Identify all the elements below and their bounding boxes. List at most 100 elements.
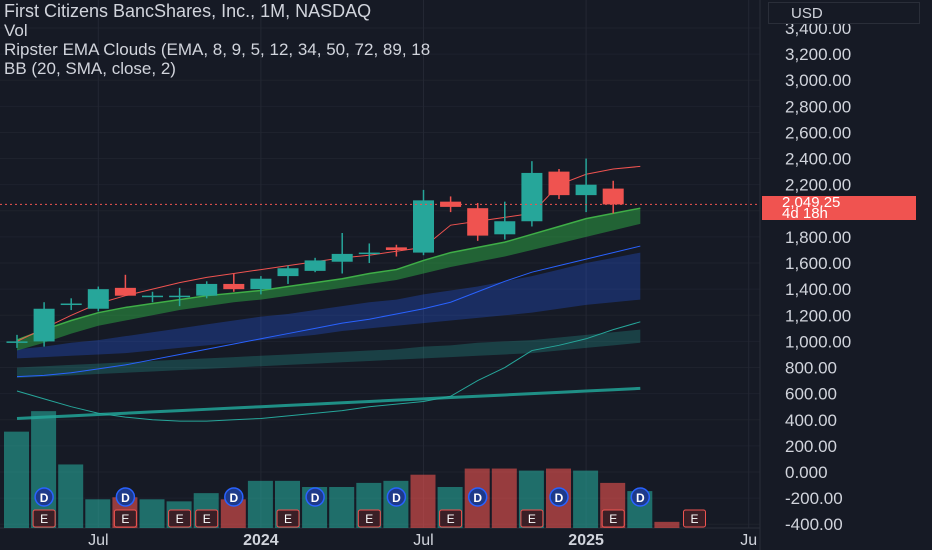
dividend-badge-circle [34,487,54,507]
dividend-badge-label: D [636,491,645,505]
earnings-badge-label: E [40,512,48,526]
candle-body [6,341,28,343]
dividend-badge: D [630,487,651,507]
bb-basis-line [16,245,641,378]
candle-body [250,278,272,290]
volume-bar [329,487,355,528]
time-axis-label: Jul [88,532,108,549]
dividend-badge: D [467,487,488,507]
earnings-badge: E [357,509,381,528]
time-axis-label: Ju [740,532,757,549]
price-axis-label: 2,200.00 [785,176,851,195]
price-axis-label: 800.00 [785,359,837,378]
price-axis-label: -400.00 [785,515,843,534]
price-axis-label: 1,600.00 [785,254,851,273]
volume-bar [654,521,680,528]
price-axis-label: 3,000.00 [785,71,851,90]
earnings-badge-label: E [203,512,211,526]
ema-clouds [16,207,641,420]
candle-body [114,287,136,296]
earnings-badge: E [113,509,137,528]
earnings-badge: E [520,509,544,528]
candle-body [548,171,570,196]
volume-bar [491,468,517,528]
earnings-badge-box [520,509,544,528]
candle-body [169,295,191,298]
candle-body [575,184,597,196]
earnings-badge-box [357,509,381,528]
price-axis-label: 0.000 [785,463,828,482]
ema-fast-cloud [17,208,641,351]
candle-body [60,303,82,306]
time-axis-label: Jul [413,532,433,549]
dividend-badge-label: D [229,491,238,505]
candle-body [223,283,245,290]
volume-bar [85,499,111,528]
earnings-badge-box [601,509,625,528]
dividend-badge: D [115,487,136,507]
candle-body [467,208,489,236]
dividend-badge-circle [630,487,651,507]
currency-button[interactable]: USD [768,2,920,24]
dividend-badge: D [34,487,54,507]
candle-body [358,252,380,255]
ema-slow-cloud [17,329,641,378]
dividend-badge-circle [305,487,325,507]
earnings-badge-box [683,509,706,528]
earnings-badge: E [168,509,192,528]
earnings-badge-label: E [690,512,698,526]
candle-body [33,308,55,342]
earnings-badge: E [601,509,625,528]
candle-body [494,221,516,235]
earnings-badge-label: E [365,512,373,526]
dividend-badge: D [549,487,569,507]
volume-bar [410,474,436,528]
candle-body [277,268,299,277]
earnings-badge-label: E [176,512,184,526]
candle-body [331,253,353,262]
candle-body [521,172,543,222]
earnings-badge-box [195,509,219,528]
candle-body [602,188,624,205]
dividend-badge-circle [467,487,488,507]
volume-bar [247,480,273,528]
dividend-badge-circle [115,487,136,507]
earnings-badge-label: E [121,512,129,526]
dividend-badge: D [224,487,244,507]
price-axis-label: 2,800.00 [785,97,851,116]
volume-bar [139,499,165,528]
ema-fast-line [16,207,641,341]
candle-body [304,260,326,271]
axes: 3,400.003,200.003,000.002,800.002,600.00… [88,19,851,549]
earnings-badge: E [32,509,56,528]
earnings-badge-label: E [447,512,455,526]
earnings-badge-box [113,509,137,528]
dividend-badge: D [305,487,325,507]
dividend-badge-label: D [311,491,320,505]
dividend-badge-label: D [121,491,130,505]
last-price-tag: 2,049.25 4d 18h [762,195,916,221]
price-axis-label: 600.00 [785,385,837,404]
ema-mid-cloud [17,252,641,359]
bb-lower-line [16,321,641,422]
price-axis-label: 1,400.00 [785,280,851,299]
candle-body [87,289,109,309]
earnings-badge-box [276,509,300,528]
earnings-badge: E [439,509,463,528]
time-axis-label: 2024 [243,532,279,549]
candle-body [142,295,163,298]
volume-histogram [4,411,680,528]
earnings-badge-label: E [528,512,536,526]
price-axis-label: 1,000.00 [785,332,851,351]
earnings-badge-label: E [284,512,292,526]
earnings-badge: E [276,509,300,528]
candle-body [385,247,407,250]
volume-bar [573,470,599,528]
price-axis-label: 2,600.00 [785,123,851,142]
price-axis-label: -200.00 [785,489,843,508]
earnings-badge: E [683,509,706,528]
time-axis-label: 2025 [568,532,604,549]
earnings-badge-box [168,509,192,528]
